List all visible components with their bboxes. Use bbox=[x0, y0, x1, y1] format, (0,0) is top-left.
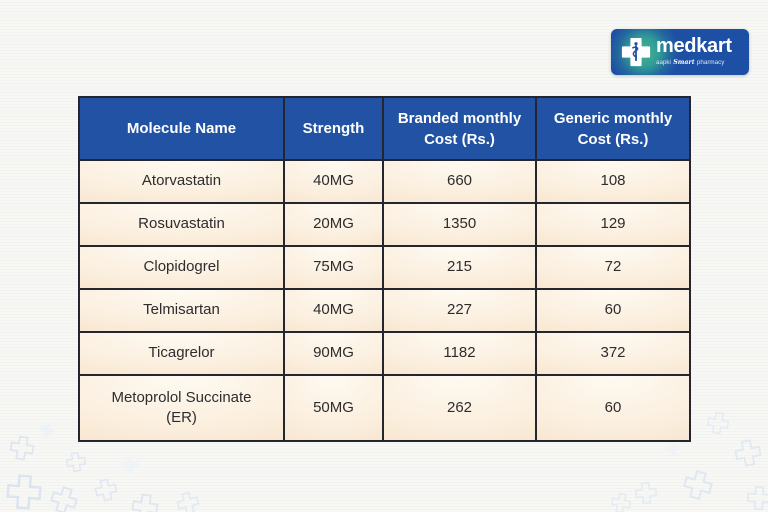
table-row: Metoprolol Succinate (ER) 50MG 262 60 bbox=[78, 374, 691, 442]
cell-strength: 20MG bbox=[283, 202, 384, 247]
cell-branded-cost: 1182 bbox=[382, 331, 537, 376]
cell-branded-cost: 660 bbox=[382, 159, 537, 204]
cell-molecule: Clopidogrel bbox=[78, 245, 285, 290]
cell-generic-cost: 129 bbox=[535, 202, 691, 247]
cell-branded-cost: 227 bbox=[382, 288, 537, 333]
cell-strength: 40MG bbox=[283, 159, 384, 204]
table-row: Telmisartan 40MG 227 60 bbox=[78, 288, 691, 333]
cell-branded-cost: 262 bbox=[382, 374, 537, 442]
logo-tagline-word: pharmacy bbox=[696, 58, 725, 66]
table-header-row: Molecule Name Strength Branded monthly C… bbox=[78, 96, 691, 161]
cell-branded-cost: 1350 bbox=[382, 202, 537, 247]
medicine-cost-table: Molecule Name Strength Branded monthly C… bbox=[78, 96, 691, 442]
table-row: Ticagrelor 90MG 1182 372 bbox=[78, 331, 691, 376]
medkart-logo: medkart aapki Smart pharmacy bbox=[611, 29, 749, 75]
cell-generic-cost: 372 bbox=[535, 331, 691, 376]
column-header-generic-cost: Generic monthly Cost (Rs.) bbox=[535, 96, 691, 161]
cell-generic-cost: 60 bbox=[535, 374, 691, 442]
logo-tagline-word: aapki bbox=[656, 58, 671, 66]
cell-molecule: Telmisartan bbox=[78, 288, 285, 333]
logo-tagline: aapki Smart pharmacy bbox=[656, 58, 724, 66]
column-header-molecule-name: Molecule Name bbox=[78, 96, 285, 161]
table-row: Atorvastatin 40MG 660 108 bbox=[78, 159, 691, 204]
table-row: Clopidogrel 75MG 215 72 bbox=[78, 245, 691, 290]
cell-molecule: Ticagrelor bbox=[78, 331, 285, 376]
column-header-strength: Strength bbox=[283, 96, 384, 161]
cell-strength: 50MG bbox=[283, 374, 384, 442]
cell-branded-cost: 215 bbox=[382, 245, 537, 290]
logo-tagline-word: Smart bbox=[673, 58, 695, 66]
cell-strength: 40MG bbox=[283, 288, 384, 333]
column-header-branded-cost: Branded monthly Cost (Rs.) bbox=[382, 96, 537, 161]
cell-strength: 75MG bbox=[283, 245, 384, 290]
cell-molecule: Metoprolol Succinate (ER) bbox=[78, 374, 285, 442]
cell-generic-cost: 108 bbox=[535, 159, 691, 204]
cell-molecule: Atorvastatin bbox=[78, 159, 285, 204]
cell-generic-cost: 60 bbox=[535, 288, 691, 333]
cell-strength: 90MG bbox=[283, 331, 384, 376]
cell-generic-cost: 72 bbox=[535, 245, 691, 290]
cell-molecule: Rosuvastatin bbox=[78, 202, 285, 247]
medical-cross-icon bbox=[621, 37, 651, 67]
table-row: Rosuvastatin 20MG 1350 129 bbox=[78, 202, 691, 247]
logo-text-block: medkart aapki Smart pharmacy bbox=[656, 36, 744, 68]
logo-brand-text: medkart bbox=[656, 35, 732, 57]
